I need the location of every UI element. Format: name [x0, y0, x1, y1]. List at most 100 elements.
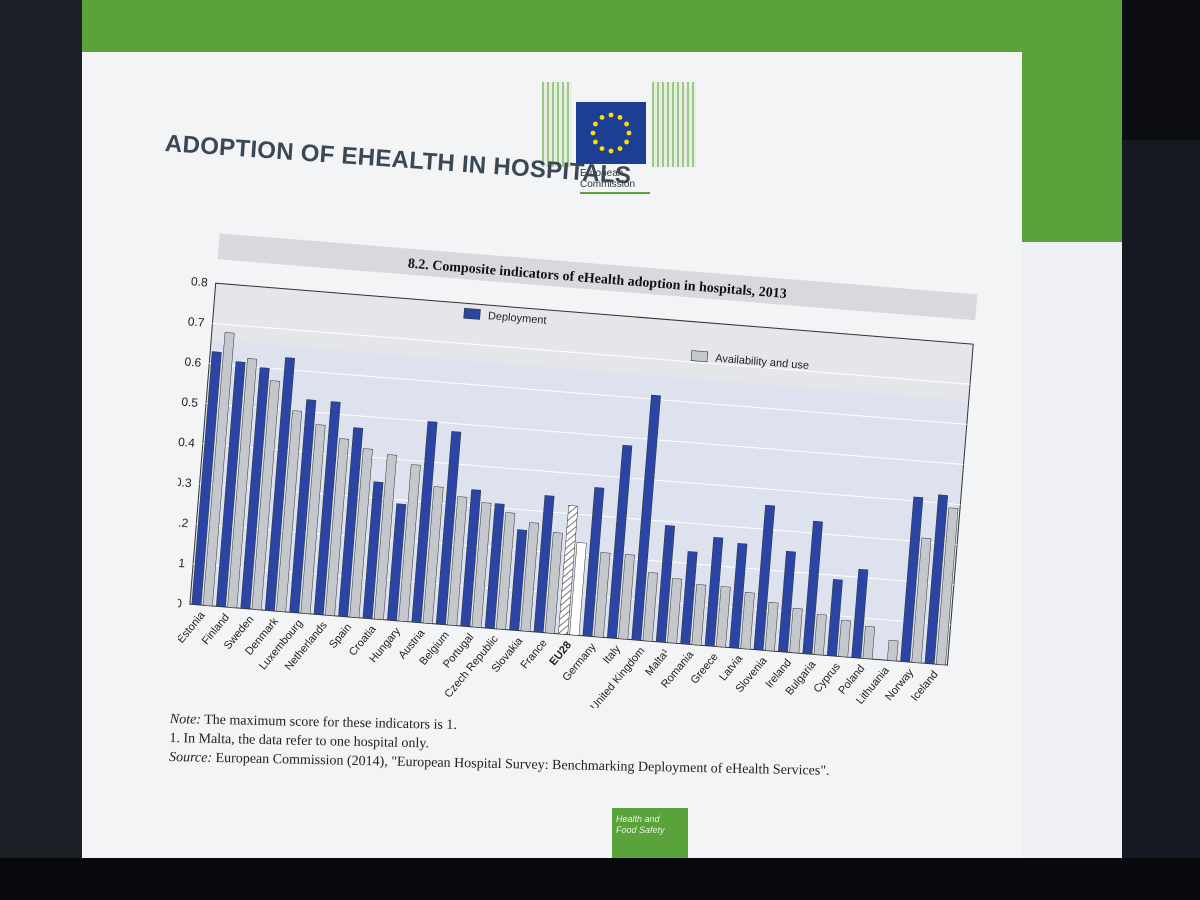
bar-deployment	[582, 487, 605, 637]
chart-title-bar	[217, 233, 978, 321]
bar-availability	[251, 380, 280, 611]
flag-star	[617, 146, 623, 151]
bar-deployment	[533, 495, 555, 633]
bar-availability	[398, 464, 421, 622]
bar-availability	[642, 572, 658, 642]
bar-availability	[471, 502, 492, 628]
bar-deployment	[240, 367, 270, 610]
bar-deployment	[851, 568, 869, 659]
bar-deployment	[826, 578, 843, 657]
bar-availability	[715, 586, 731, 648]
logo-building-lines-left	[542, 82, 572, 167]
source-label: Source:	[168, 749, 213, 766]
bar-deployment	[631, 394, 661, 641]
bar-availability	[422, 486, 444, 624]
bar-availability	[520, 522, 540, 632]
logo-rule	[580, 192, 650, 194]
bar-availability	[764, 602, 779, 652]
bar-availability	[202, 332, 235, 607]
bar-deployment	[362, 481, 384, 620]
y-tick-label: 0.7	[187, 314, 205, 329]
bar-availability	[691, 584, 707, 646]
note-text: The maximum score for these indicators i…	[204, 712, 458, 734]
flag-star	[617, 115, 623, 120]
bar-deployment	[191, 351, 222, 606]
flag-star	[624, 121, 629, 127]
header-band	[82, 0, 1122, 52]
y-tick-label: 0.8	[191, 274, 209, 289]
bar-deployment	[387, 503, 407, 622]
bar-availability	[544, 532, 563, 634]
bar-availability	[325, 438, 350, 617]
bar-deployment	[435, 431, 462, 625]
bar-availability	[935, 507, 959, 666]
legend-strip	[212, 284, 973, 401]
bar-availability	[618, 554, 635, 640]
flag-star	[593, 121, 598, 127]
bar-deployment	[411, 421, 438, 624]
y-tick-label: 0	[178, 596, 183, 611]
logo-caption-line2: Commission	[580, 179, 636, 190]
bar-availability	[569, 542, 587, 636]
gridline	[209, 362, 967, 425]
bar-chart: 8.2. Composite indicators of eHealth ado…	[178, 233, 978, 708]
header-corner	[1022, 52, 1122, 242]
flag-star	[593, 139, 598, 145]
flag-star	[608, 148, 614, 154]
flag-star	[624, 139, 629, 145]
room-right-wall	[1120, 140, 1200, 900]
bar-deployment	[215, 361, 246, 608]
bar-deployment	[802, 520, 823, 655]
y-tick-label: 0.2	[178, 515, 189, 530]
bar-availability	[740, 592, 755, 650]
bar-availability	[496, 512, 516, 630]
room-left-wall	[0, 0, 82, 900]
projection-screen: European Commission ADOPTION OF EHEALTH …	[82, 0, 1122, 858]
bar-deployment	[680, 551, 698, 645]
european-commission-logo: European Commission	[540, 72, 700, 200]
y-tick-label: 0.5	[181, 395, 199, 410]
flag-star	[599, 115, 605, 120]
logo-caption: European Commission	[580, 168, 660, 190]
flag-star	[590, 130, 596, 136]
bar-deployment	[264, 357, 296, 612]
right-margin-strip	[1022, 242, 1122, 858]
bar-deployment	[778, 550, 796, 653]
y-tick-label: 0.3	[178, 475, 192, 490]
bar-deployment	[509, 529, 528, 631]
bar-deployment	[558, 505, 579, 635]
bar-deployment	[460, 489, 482, 627]
bar-availability	[276, 410, 303, 613]
flag-star	[608, 112, 614, 118]
bar-availability	[911, 537, 932, 664]
bar-deployment	[338, 427, 364, 618]
bar-deployment	[924, 494, 949, 665]
screen-bottom-edge	[0, 858, 1200, 900]
flag-star	[599, 146, 605, 151]
bar-availability	[300, 424, 326, 615]
logo-building-lines-right	[652, 82, 696, 167]
bar-availability	[227, 358, 258, 609]
y-tick-label: 0.4	[178, 435, 196, 450]
bar-availability	[862, 625, 876, 660]
bar-availability	[813, 613, 827, 656]
bar-deployment	[729, 542, 748, 649]
x-tick-label: Italy	[601, 643, 623, 667]
eu-flag-icon	[576, 102, 646, 164]
bar-deployment	[753, 504, 776, 651]
bar-deployment	[606, 444, 633, 639]
bar-availability	[349, 448, 373, 619]
bar-deployment	[484, 503, 505, 629]
logo-caption-line1: European	[580, 168, 624, 179]
bar-availability	[667, 578, 683, 644]
chart-notes: Note: The maximum score for these indica…	[169, 712, 970, 786]
badge-line2: Food Safety	[616, 825, 665, 835]
bar-availability	[373, 454, 397, 621]
bar-availability	[887, 639, 899, 662]
legend-swatch	[463, 307, 481, 320]
flag-star	[626, 130, 632, 136]
note-label: Note:	[169, 712, 202, 728]
bar-deployment	[313, 401, 341, 616]
bar-deployment	[704, 537, 724, 647]
legend-label: Deployment	[487, 310, 546, 327]
